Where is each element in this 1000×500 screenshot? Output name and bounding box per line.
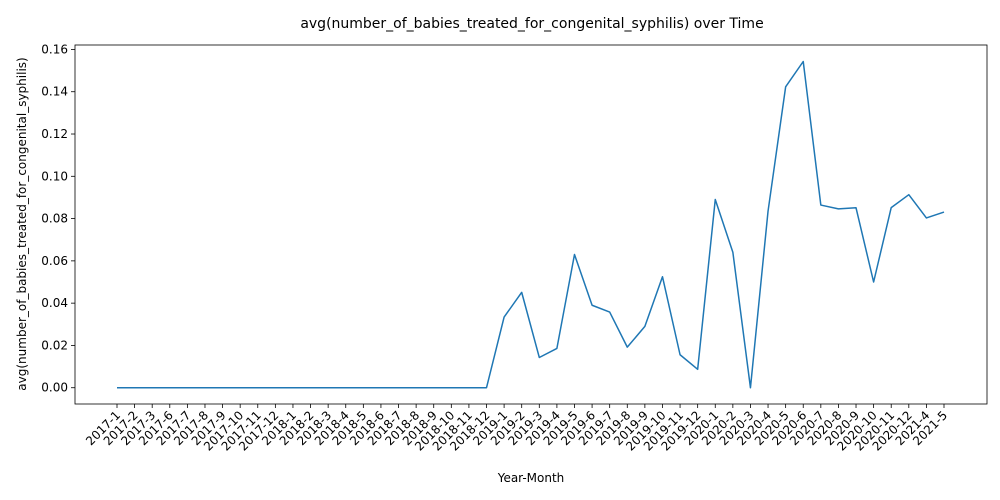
y-tick-label: 0.06 bbox=[41, 254, 68, 268]
y-tick-label: 0.00 bbox=[41, 381, 68, 395]
y-tick-label: 0.08 bbox=[41, 212, 68, 226]
x-axis-title: Year-Month bbox=[497, 471, 565, 485]
y-tick-label: 0.04 bbox=[41, 296, 68, 310]
chart-title: avg(number_of_babies_treated_for_congeni… bbox=[300, 16, 763, 32]
y-tick-label: 0.16 bbox=[41, 42, 68, 56]
y-tick-label: 0.10 bbox=[41, 169, 68, 183]
y-tick-label: 0.12 bbox=[41, 127, 68, 141]
y-tick-label: 0.14 bbox=[41, 85, 68, 99]
series-line bbox=[117, 60, 945, 389]
y-axis-title: avg(number_of_babies_treated_for_congeni… bbox=[15, 57, 29, 390]
plot-area: 0.000.020.040.060.080.100.120.140.162017… bbox=[41, 42, 988, 454]
axes-frame bbox=[74, 44, 988, 405]
y-tick-label: 0.02 bbox=[41, 338, 68, 352]
